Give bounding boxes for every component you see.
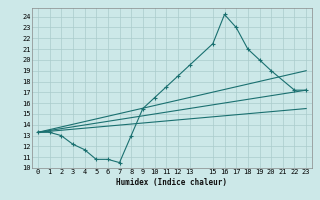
X-axis label: Humidex (Indice chaleur): Humidex (Indice chaleur) [116, 178, 228, 187]
